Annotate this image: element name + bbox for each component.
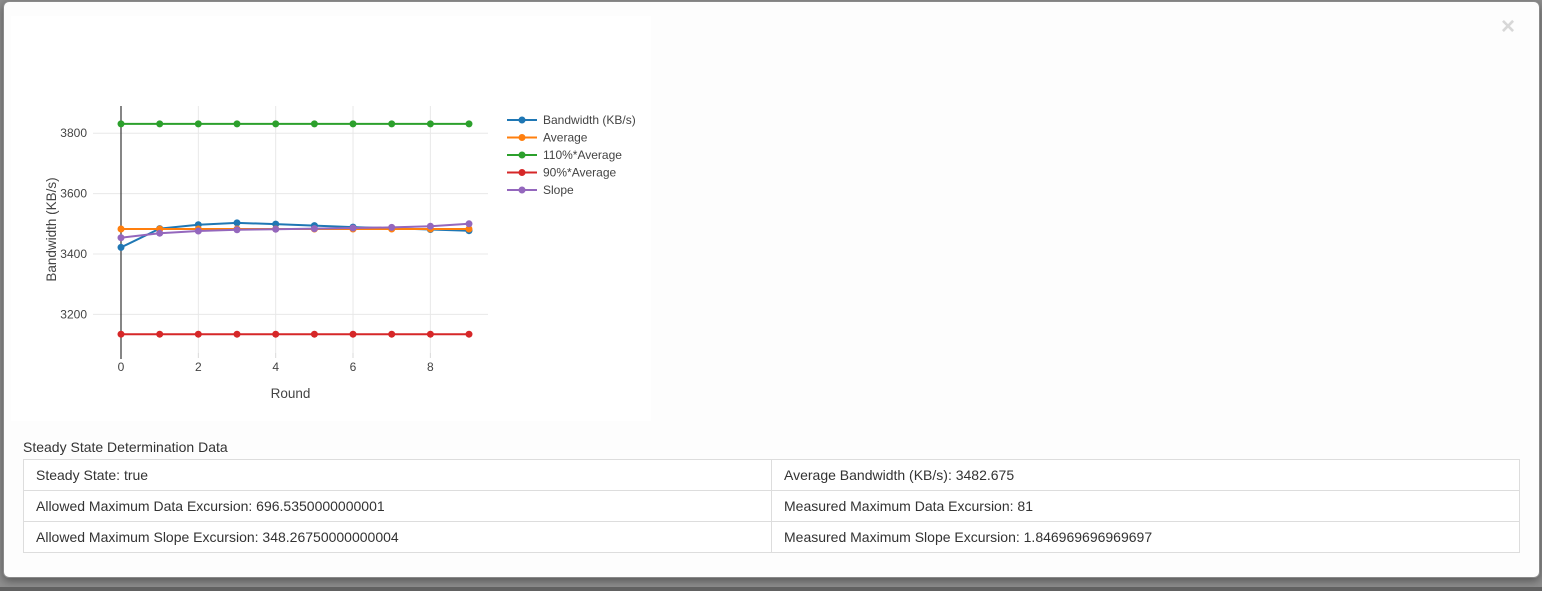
legend-label: Average — [543, 131, 588, 145]
data-point — [272, 330, 280, 338]
legend-item-90-average[interactable]: 90%*Average — [507, 166, 616, 180]
data-point — [465, 225, 473, 233]
data-point — [233, 330, 241, 338]
data-point — [426, 120, 434, 128]
data-point — [426, 222, 434, 230]
y-tick-label: 3800 — [60, 126, 87, 140]
y-tick-label: 3200 — [60, 307, 87, 321]
chart-series — [117, 120, 473, 338]
x-tick-label: 0 — [118, 360, 125, 374]
cell-measured-max-slope-excursion: Measured Maximum Slope Excursion: 1.8469… — [771, 521, 1520, 553]
data-point — [465, 120, 473, 128]
data-point — [349, 120, 357, 128]
legend-marker-icon — [518, 116, 526, 124]
cell-allowed-max-data-excursion: Allowed Maximum Data Excursion: 696.5350… — [23, 490, 772, 522]
table-title: Steady State Determination Data — [23, 439, 228, 455]
data-point — [156, 330, 164, 338]
data-point — [388, 120, 396, 128]
steady-state-data-section: Steady State Determination Data Steady S… — [23, 439, 1520, 553]
data-point — [272, 120, 280, 128]
data-point — [310, 120, 318, 128]
steady-state-chart[interactable]: 3200 3400 3600 3800 0 2 4 6 8 Round Bandwidth (KB/… — [11, 16, 651, 421]
data-point — [388, 223, 396, 231]
legend-marker-icon — [518, 186, 526, 194]
table-row: Steady State: true Average Bandwidth (KB… — [23, 459, 1520, 491]
y-tick-label: 3600 — [60, 187, 87, 201]
data-point — [465, 220, 473, 228]
data-point — [117, 225, 125, 233]
data-point — [117, 330, 125, 338]
data-point — [194, 120, 202, 128]
x-tick-label: 2 — [195, 360, 202, 374]
series-bandwidth-kb-s- — [117, 219, 473, 251]
data-point — [272, 220, 280, 228]
legend-label: Slope — [543, 183, 574, 197]
data-point — [156, 229, 164, 237]
legend-label: 90%*Average — [543, 166, 616, 180]
data-point — [426, 330, 434, 338]
chart-legend: Bandwidth (KB/s) Average 110%*Average 90%*A… — [507, 113, 636, 197]
data-point — [194, 330, 202, 338]
legend-label: 110%*Average — [543, 148, 622, 162]
y-axis-title: Bandwidth (KB/s) — [44, 177, 59, 281]
legend-marker-icon — [518, 169, 526, 176]
legend-item-slope[interactable]: Slope — [507, 183, 574, 197]
series-90-average — [117, 330, 473, 338]
data-point — [272, 225, 280, 233]
x-tick-label: 4 — [272, 360, 279, 374]
x-tick-label: 6 — [350, 360, 357, 374]
legend-label: Bandwidth (KB/s) — [543, 113, 636, 127]
chart-panel: 3200 3400 3600 3800 0 2 4 6 8 Round Bandwidth (KB/… — [11, 16, 651, 421]
cell-average-bandwidth: Average Bandwidth (KB/s): 3482.675 — [771, 459, 1520, 491]
table-row: Allowed Maximum Slope Excursion: 348.267… — [23, 521, 1520, 553]
legend-item-bandwidth-kb-s-[interactable]: Bandwidth (KB/s) — [507, 113, 636, 127]
legend-item-average[interactable]: Average — [507, 131, 588, 145]
cell-steady-state: Steady State: true — [23, 459, 772, 491]
series-110-average — [117, 120, 473, 128]
data-point — [349, 330, 357, 338]
data-point — [233, 219, 241, 227]
data-point — [117, 120, 125, 128]
cell-measured-max-data-excursion: Measured Maximum Data Excursion: 81 — [771, 490, 1520, 522]
data-point — [117, 234, 125, 242]
data-point — [156, 120, 164, 128]
x-tick-label: 8 — [427, 360, 434, 374]
y-tick-label: 3400 — [60, 247, 87, 261]
steady-state-table: Steady State: true Average Bandwidth (KB… — [23, 459, 1520, 553]
legend-item-110-average[interactable]: 110%*Average — [507, 148, 622, 162]
data-point — [465, 330, 473, 338]
data-point — [117, 243, 125, 251]
legend-marker-icon — [518, 134, 526, 141]
data-point — [388, 330, 396, 338]
series-slope — [117, 220, 473, 242]
cell-allowed-max-slope-excursion: Allowed Maximum Slope Excursion: 348.267… — [23, 521, 772, 553]
data-point — [194, 227, 202, 235]
steady-state-modal: × 3200 3400 3600 3800 0 2 4 6 8 Round Bandwidth (K… — [3, 1, 1540, 578]
data-point — [349, 224, 357, 232]
data-point — [233, 120, 241, 128]
legend-marker-icon — [518, 151, 526, 159]
x-axis-title: Round — [271, 386, 311, 401]
close-icon: × — [1500, 13, 1515, 40]
data-point — [233, 226, 241, 234]
data-point — [310, 330, 318, 338]
close-button[interactable]: × — [1495, 14, 1521, 40]
chart-axis-labels: 3200 3400 3600 3800 0 2 4 6 8 Round Bandwidth (KB/… — [44, 126, 434, 401]
data-point — [310, 225, 318, 233]
table-row: Allowed Maximum Data Excursion: 696.5350… — [23, 490, 1520, 522]
